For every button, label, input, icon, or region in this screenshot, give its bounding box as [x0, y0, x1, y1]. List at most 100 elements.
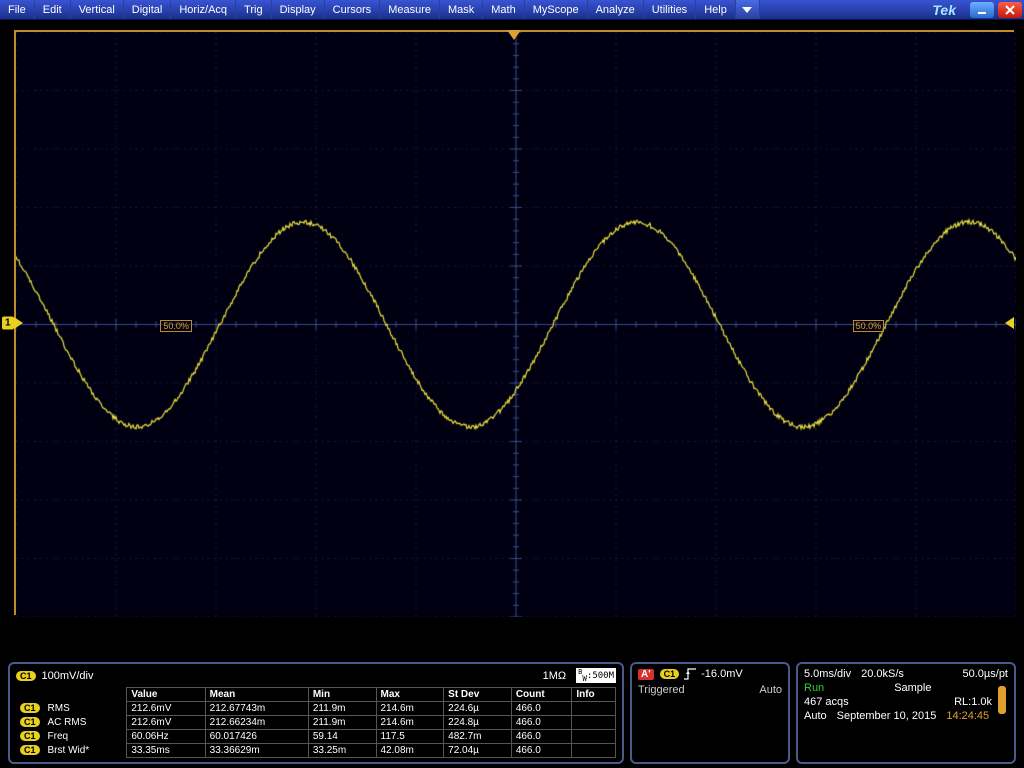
minimize-button[interactable]: [970, 2, 994, 18]
bandwidth-limit: BW:500M: [576, 668, 616, 683]
measurement-name: Brst Wid*: [44, 744, 127, 758]
measurement-value: 212.6mV: [127, 716, 205, 730]
measurements-table: ValueMeanMinMaxSt DevCountInfo C1RMS212.…: [16, 687, 616, 758]
measurement-value: 60.017426: [205, 730, 308, 744]
trigger-level: -16.0mV: [701, 668, 743, 680]
menu-math[interactable]: Math: [483, 0, 524, 19]
sample-rate: 20.0kS/s: [861, 668, 904, 680]
menu-mask[interactable]: Mask: [440, 0, 483, 19]
measurement-value: 212.66234m: [205, 716, 308, 730]
channel-badge: C1: [20, 703, 40, 713]
timebase-panel[interactable]: 5.0ms/div 20.0kS/s 50.0µs/pt Run Sample …: [796, 662, 1016, 764]
menu-display[interactable]: Display: [272, 0, 325, 19]
menu-file[interactable]: File: [0, 0, 35, 19]
measurement-value: 482.7m: [444, 730, 512, 744]
measurement-value: 466.0: [511, 716, 572, 730]
brand-logo: Tek: [920, 0, 968, 19]
menu-utilities[interactable]: Utilities: [644, 0, 696, 19]
menu-measure[interactable]: Measure: [380, 0, 440, 19]
acquisition-mode: Sample: [894, 682, 931, 694]
measurement-row[interactable]: C1Freq60.06Hz60.01742659.14117.5482.7m46…: [16, 730, 616, 744]
measurement-value: 212.67743m: [205, 702, 308, 716]
run-state: Run: [804, 682, 824, 694]
channel-badge: C1: [20, 731, 40, 741]
menu-dropdown-button[interactable]: [736, 0, 760, 19]
trigger-source-badge: C1: [660, 669, 680, 679]
menu-bar: FileEditVerticalDigitalHoriz/AcqTrigDisp…: [0, 0, 1024, 20]
measurement-value: 33.36629m: [205, 744, 308, 758]
measurement-value: 214.6m: [376, 716, 444, 730]
time-label: 14:24:45: [946, 710, 989, 722]
measurement-value: 466.0: [511, 730, 572, 744]
thermometer-icon: [998, 686, 1006, 714]
measurement-value: [572, 730, 616, 744]
channel-arrow-right-icon: [1005, 317, 1014, 329]
minimize-icon: [976, 4, 988, 16]
menu-help[interactable]: Help: [696, 0, 736, 19]
measurement-value: 211.9m: [308, 716, 376, 730]
measurement-value: 212.6mV: [127, 702, 205, 716]
column-header: Count: [511, 688, 572, 702]
trigger-panel[interactable]: A' C1 -16.0mV Triggered Auto: [630, 662, 790, 764]
measurement-row[interactable]: C1 Brst Wid*33.35ms33.36629m33.25m42.08m7…: [16, 744, 616, 758]
trigger-mode-label: Auto: [804, 710, 827, 722]
status-bar: C1 100mV/div 1MΩ BW:500M ValueMeanMinMax…: [8, 662, 1016, 764]
measurement-row[interactable]: C1 RMS212.6mV212.67743m211.9m214.6m224.6µ…: [16, 702, 616, 716]
column-header: Info: [572, 688, 616, 702]
measurement-name: RMS: [44, 702, 127, 716]
measurement-value: 42.08m: [376, 744, 444, 758]
record-length: RL:1.0k: [954, 696, 992, 708]
trigger-mode: Auto: [759, 684, 782, 696]
time-per-div: 5.0ms/div: [804, 668, 851, 680]
measurement-value: 224.8µ: [444, 716, 512, 730]
channel-ground-indicator[interactable]: 1: [2, 316, 14, 329]
chevron-down-icon: [742, 7, 752, 13]
channel-badge: C1: [20, 717, 40, 727]
measurement-value: [572, 716, 616, 730]
measurement-value: 211.9m: [308, 702, 376, 716]
measurement-value: 33.35ms: [127, 744, 205, 758]
menu-edit[interactable]: Edit: [35, 0, 71, 19]
measurement-value: 117.5: [376, 730, 444, 744]
measurement-row[interactable]: C1 AC RMS212.6mV212.66234m211.9m214.6m224…: [16, 716, 616, 730]
column-header: Max: [376, 688, 444, 702]
input-impedance: 1MΩ: [543, 670, 567, 682]
close-button[interactable]: [998, 2, 1022, 18]
measurement-value: 59.14: [308, 730, 376, 744]
waveform-display[interactable]: 1 50.0%50.0%: [14, 30, 1014, 615]
cursor-percent-label: 50.0%: [853, 320, 885, 332]
measurement-value: 224.6µ: [444, 702, 512, 716]
measurement-name: Freq: [44, 730, 127, 744]
menu-vertical[interactable]: Vertical: [71, 0, 124, 19]
channel-arrow-left-icon: [14, 317, 23, 329]
column-header: Value: [127, 688, 205, 702]
measurement-value: [572, 744, 616, 758]
cursor-percent-label: 50.0%: [160, 320, 192, 332]
date-label: September 10, 2015: [837, 710, 937, 722]
close-icon: [1004, 4, 1016, 16]
channel-settings-row[interactable]: C1 100mV/div 1MΩ BW:500M: [16, 668, 616, 683]
trigger-position-marker[interactable]: [507, 30, 521, 40]
column-header: St Dev: [444, 688, 512, 702]
menu-horizacq[interactable]: Horiz/Acq: [171, 0, 236, 19]
channel-badge: C1: [20, 745, 40, 755]
measurement-value: 466.0: [511, 744, 572, 758]
measurement-value: 466.0: [511, 702, 572, 716]
menu-digital[interactable]: Digital: [124, 0, 172, 19]
column-header: Mean: [205, 688, 308, 702]
menu-myscope[interactable]: MyScope: [525, 0, 588, 19]
measurement-value: 33.25m: [308, 744, 376, 758]
menu-cursors[interactable]: Cursors: [325, 0, 381, 19]
menu-trig[interactable]: Trig: [236, 0, 272, 19]
measurement-value: 214.6m: [376, 702, 444, 716]
menu-analyze[interactable]: Analyze: [588, 0, 644, 19]
rising-edge-icon: [683, 668, 697, 680]
measurement-name: AC RMS: [44, 716, 127, 730]
trigger-status: Triggered: [638, 684, 685, 696]
time-resolution: 50.0µs/pt: [963, 668, 1008, 680]
measurement-value: 72.04µ: [444, 744, 512, 758]
trigger-a-badge: A': [638, 669, 654, 680]
acquisition-count: 467 acqs: [804, 696, 849, 708]
channel-badge: C1: [16, 671, 36, 681]
measurements-panel: C1 100mV/div 1MΩ BW:500M ValueMeanMinMax…: [8, 662, 624, 764]
